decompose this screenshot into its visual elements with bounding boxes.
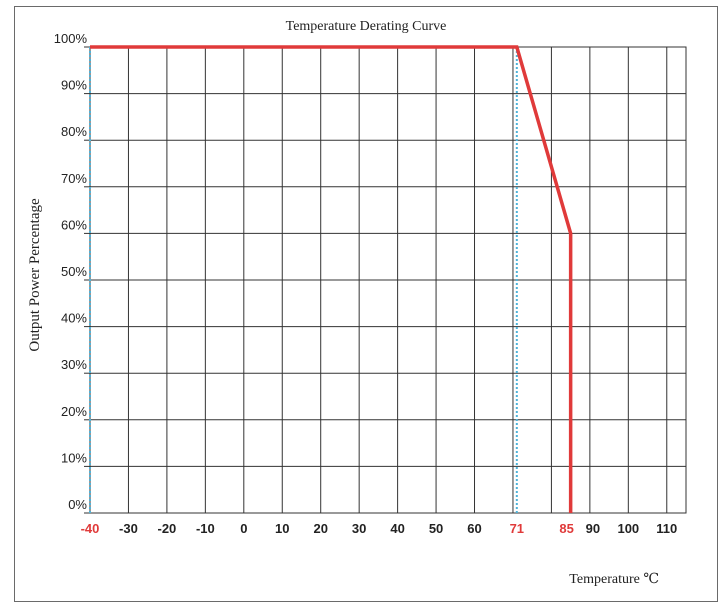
series-line [90, 45, 573, 513]
x-tick-label: 50 [429, 521, 443, 536]
y-tick-label: 30% [61, 357, 87, 372]
y-tick-label: 50% [61, 264, 87, 279]
x-tick-label: 10 [275, 521, 289, 536]
y-tick-label: 80% [61, 124, 87, 139]
x-tick-label: -10 [196, 521, 215, 536]
x-tick-label: 0 [240, 521, 247, 536]
x-tick-label: 71 [510, 521, 524, 536]
x-tick-label: -40 [81, 521, 100, 536]
x-tick-label: 85 [559, 521, 573, 536]
y-tick-label: 70% [61, 171, 87, 186]
chart-title: Temperature Derating Curve [286, 19, 447, 34]
x-tick-label: 60 [467, 521, 481, 536]
x-tick-label: -20 [158, 521, 177, 536]
x-tick-label: 30 [352, 521, 366, 536]
x-axis-label: Temperature ℃ [569, 572, 659, 587]
x-tick-label: 90 [586, 521, 600, 536]
y-tick-label: 40% [61, 311, 87, 326]
grid-layer [84, 46, 687, 514]
x-tick-label: -30 [119, 521, 138, 536]
x-tick-label: 40 [390, 521, 404, 536]
x-tick-label: 20 [313, 521, 327, 536]
y-tick-label: 0% [68, 497, 87, 512]
y-tick-label: 10% [61, 450, 87, 465]
y-tick-label: 20% [61, 404, 87, 419]
y-tick-label: 90% [61, 78, 87, 93]
x-tick-label: 110 [656, 521, 677, 536]
x-tick-labels: -40 -30 -20 -10 0 10 20 30 40 50 60 71 85 90 100 110 [81, 521, 678, 536]
series-layer [90, 45, 573, 513]
y-tick-label: 60% [61, 217, 87, 232]
reference-lines [89, 47, 518, 513]
y-tick-label: 100% [54, 31, 88, 46]
y-axis-label: Output Power Percentage [27, 198, 43, 352]
y-tick-labels: 0% 10% 20% 30% 40% 50% 60% 70% 80% 90% 100% [54, 31, 88, 512]
x-tick-label: 100 [617, 521, 639, 536]
chart-frame [14, 6, 718, 602]
